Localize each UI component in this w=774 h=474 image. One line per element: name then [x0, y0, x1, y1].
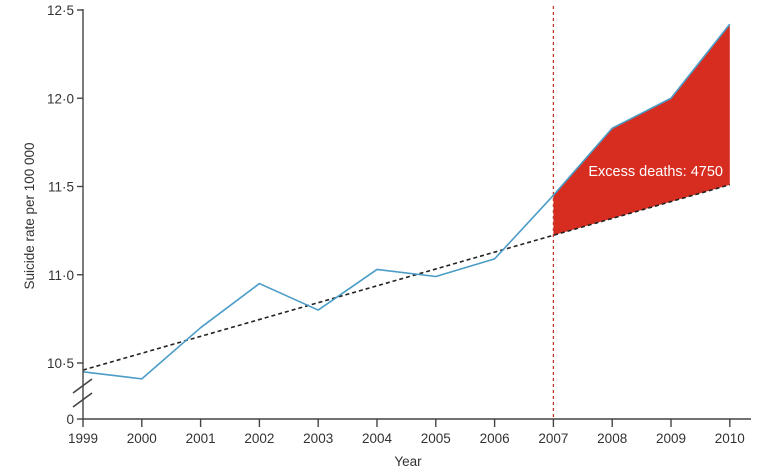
y-tick-label: 12·5: [47, 3, 74, 18]
shaded-excess-region: [553, 24, 730, 236]
x-tick-label: 2010: [715, 431, 745, 446]
x-tick-label: 2007: [538, 431, 568, 446]
x-tick-label: 2006: [480, 431, 510, 446]
x-axis: 1999 2000 2001 2002 2003 2004 2005 2006 2007 2008…: [68, 418, 751, 446]
x-tick-label: 2008: [597, 431, 627, 446]
y-tick-label: 12·0: [47, 91, 74, 106]
x-tick-label: 2004: [362, 431, 393, 446]
x-tick-label: 2009: [656, 431, 686, 446]
x-tick-label: 2003: [303, 431, 333, 446]
axis-break-icon: [72, 378, 93, 408]
y-tick-label: 10·5: [47, 356, 74, 371]
x-axis-title: Year: [394, 454, 422, 469]
trend-line: [82, 183, 731, 371]
x-tick-label: 2001: [186, 431, 216, 446]
observed-line: [82, 23, 731, 380]
y-tick-label: 11·5: [48, 180, 74, 195]
y-tick-label: 11·0: [48, 268, 74, 283]
x-tick-label: 2002: [244, 431, 274, 446]
x-tick-label: 1999: [68, 431, 98, 446]
excess-deaths-annotation: Excess deaths: 4750: [588, 164, 723, 180]
x-tick-label: 2005: [421, 431, 451, 446]
y-axis-title: Suicide rate per 100 000: [22, 142, 37, 289]
y-tick-label: 0: [66, 412, 74, 427]
excess-area: [553, 24, 730, 236]
x-tick-label: 2000: [127, 431, 157, 446]
y-axis: 0 10·5 11·0 11·5 12·0 12·5: [47, 3, 84, 427]
